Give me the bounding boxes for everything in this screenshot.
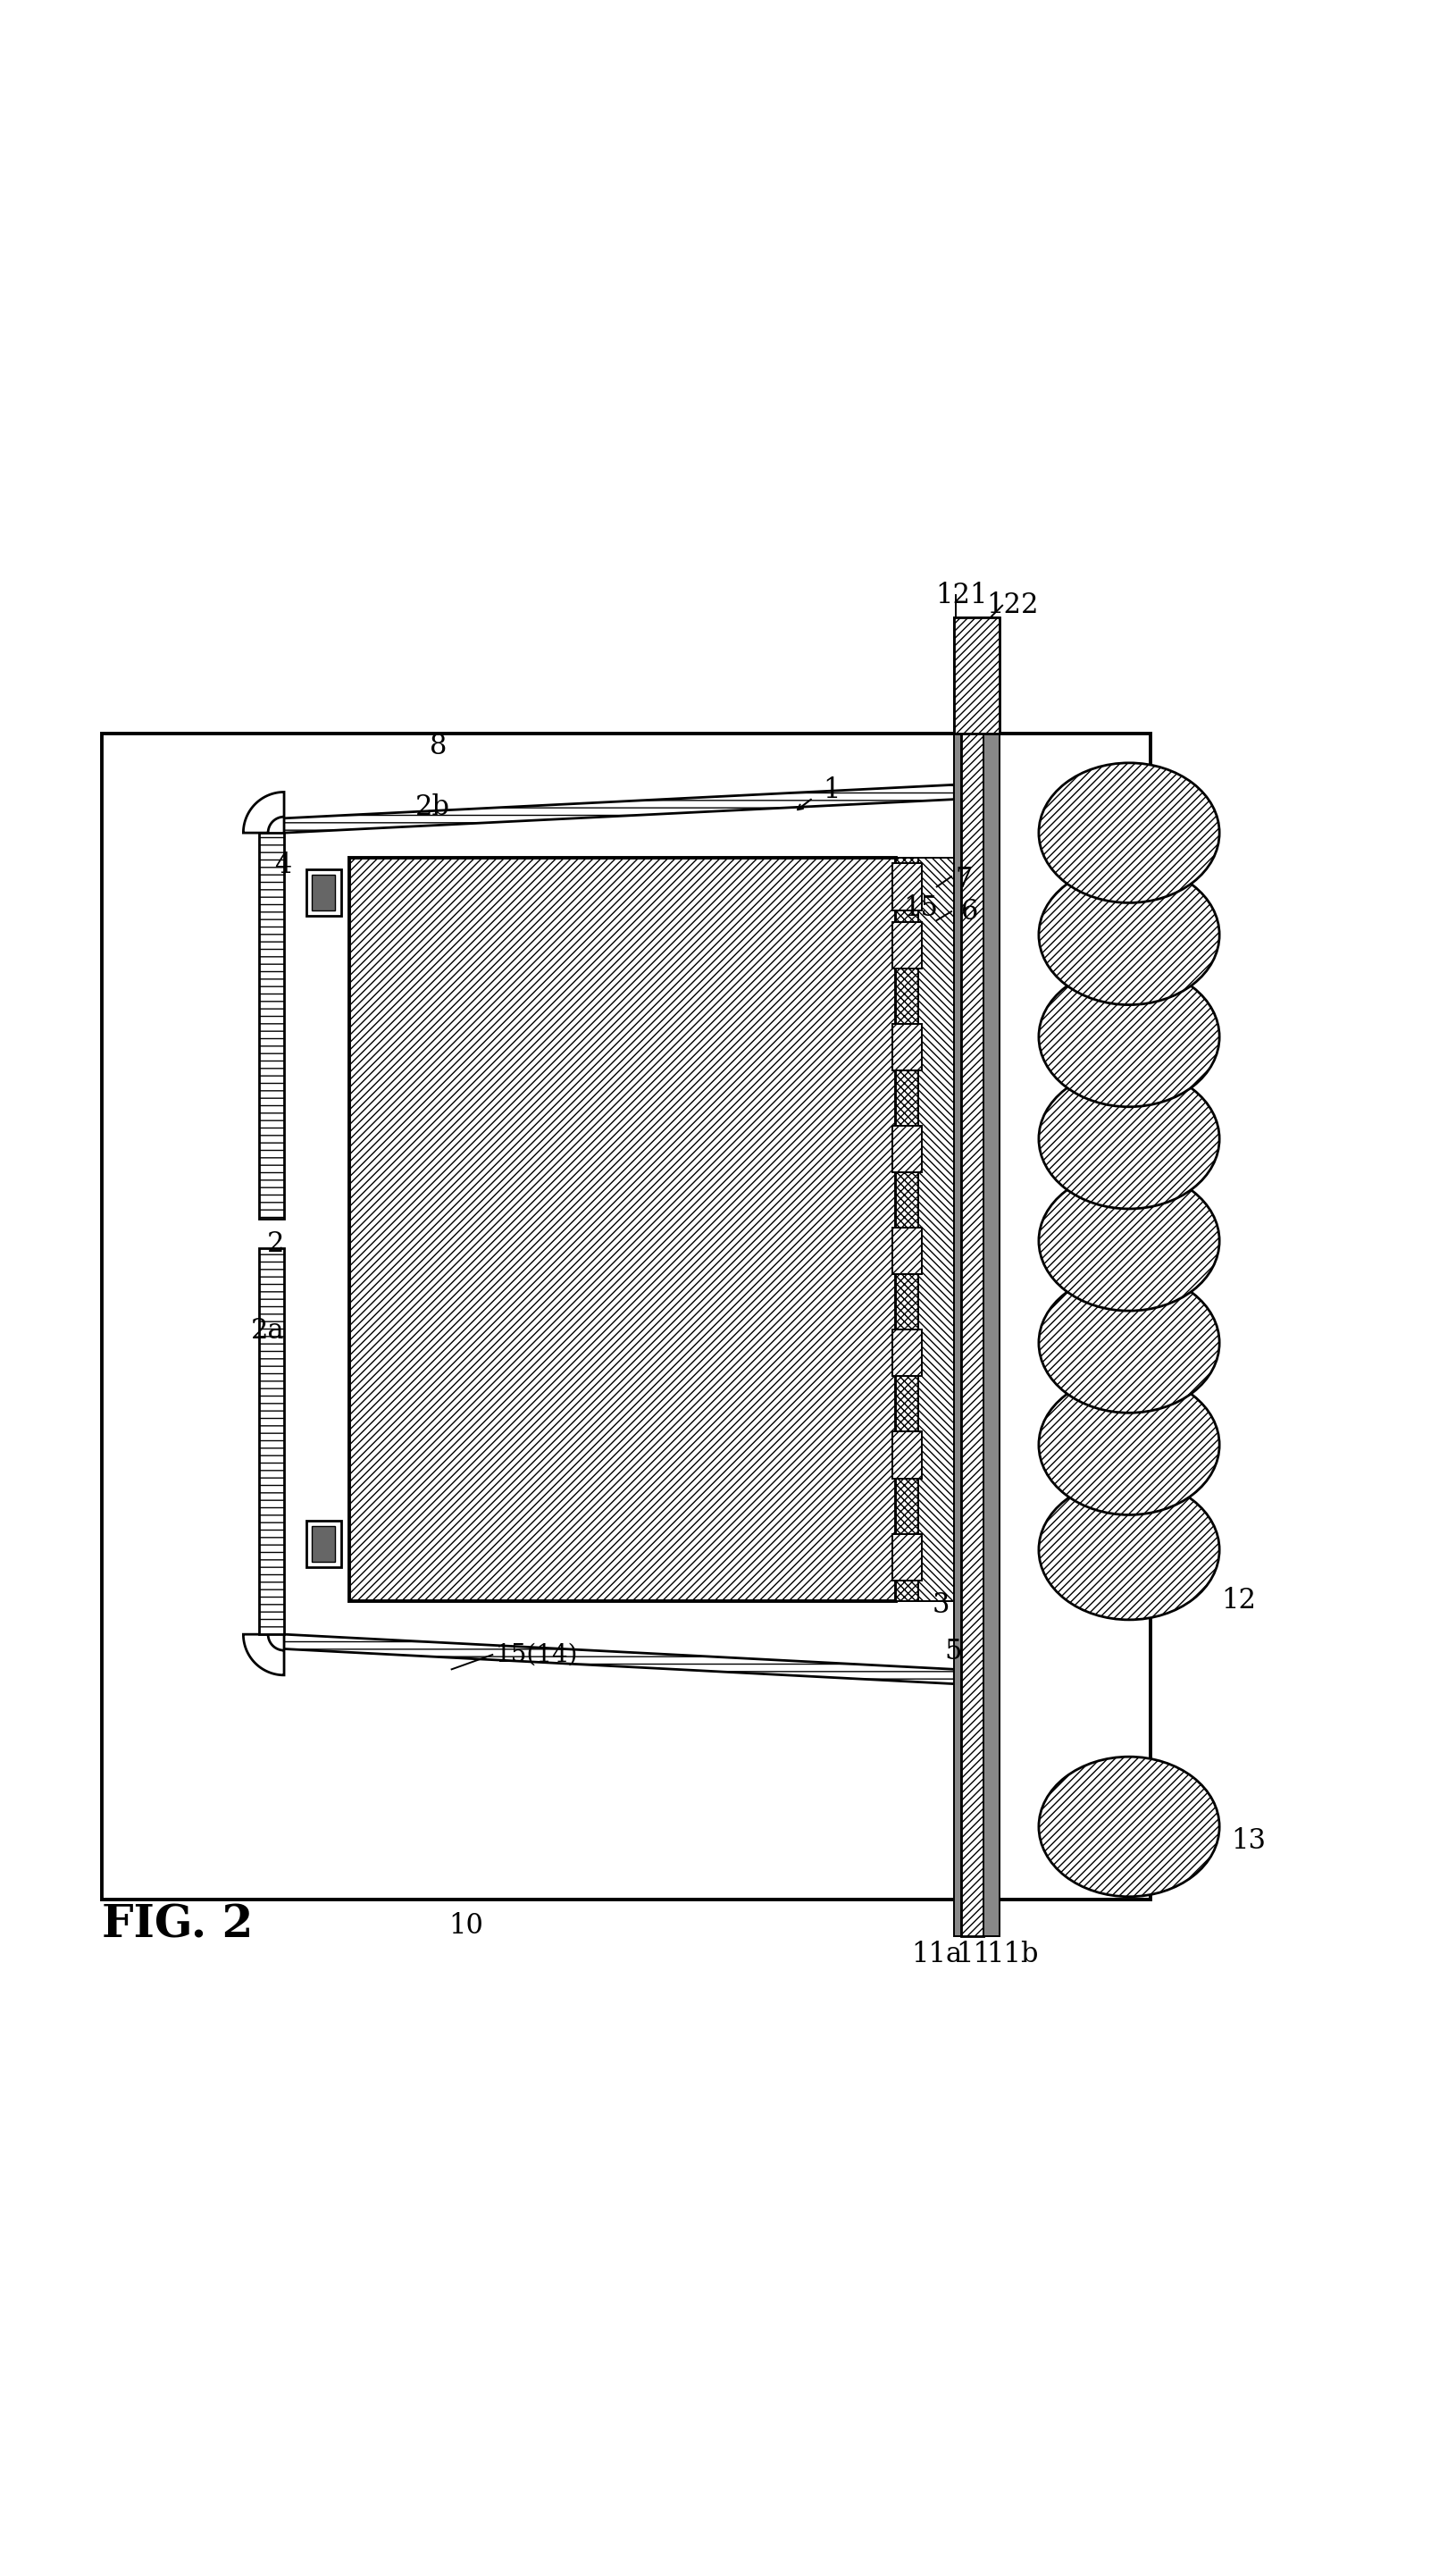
Bar bbox=[306, 1522, 341, 1568]
Bar bbox=[306, 870, 341, 917]
Ellipse shape bbox=[1038, 865, 1219, 1004]
Bar bbox=[961, 618, 983, 1936]
Ellipse shape bbox=[1038, 1069, 1219, 1208]
Bar bbox=[312, 1527, 335, 1560]
Bar bbox=[891, 1125, 922, 1172]
Text: 2a: 2a bbox=[250, 1318, 284, 1344]
Text: 2b: 2b bbox=[415, 793, 450, 821]
Bar bbox=[349, 857, 895, 1602]
Polygon shape bbox=[284, 785, 954, 832]
Bar bbox=[891, 1228, 922, 1275]
Text: 7: 7 bbox=[955, 865, 973, 894]
Text: 5: 5 bbox=[943, 1638, 961, 1666]
Ellipse shape bbox=[1038, 966, 1219, 1107]
Bar bbox=[102, 734, 1150, 1900]
Text: 10: 10 bbox=[448, 1911, 483, 1939]
Text: 13: 13 bbox=[1230, 1828, 1265, 1854]
Bar bbox=[891, 1535, 922, 1581]
Bar bbox=[983, 618, 999, 1936]
Bar bbox=[259, 832, 284, 1218]
Text: 11: 11 bbox=[955, 1942, 990, 1970]
Text: 3: 3 bbox=[932, 1591, 949, 1620]
Bar bbox=[954, 618, 961, 1936]
Text: 8: 8 bbox=[430, 731, 447, 760]
Bar bbox=[891, 863, 922, 909]
Ellipse shape bbox=[1038, 762, 1219, 904]
Text: 6: 6 bbox=[961, 899, 978, 924]
Bar bbox=[312, 876, 335, 909]
Text: 12: 12 bbox=[1220, 1586, 1255, 1615]
Polygon shape bbox=[284, 1635, 954, 1684]
Ellipse shape bbox=[1038, 1172, 1219, 1311]
Ellipse shape bbox=[1038, 1756, 1219, 1898]
Text: 15(14): 15(14) bbox=[495, 1643, 578, 1666]
Text: 121: 121 bbox=[935, 582, 987, 610]
Polygon shape bbox=[243, 1635, 284, 1676]
Bar bbox=[895, 857, 917, 1602]
Text: 1: 1 bbox=[823, 775, 840, 803]
Bar bbox=[917, 857, 954, 1602]
Ellipse shape bbox=[1038, 1272, 1219, 1414]
Text: 11a: 11a bbox=[910, 1942, 962, 1970]
Bar bbox=[891, 1025, 922, 1071]
Bar bbox=[891, 922, 922, 968]
Text: 11b: 11b bbox=[986, 1942, 1038, 1970]
Bar bbox=[891, 1432, 922, 1478]
Ellipse shape bbox=[1038, 1375, 1219, 1514]
Bar bbox=[259, 1249, 284, 1635]
Polygon shape bbox=[243, 793, 284, 832]
Text: FIG. 2: FIG. 2 bbox=[102, 1903, 253, 1947]
Ellipse shape bbox=[1038, 1481, 1219, 1620]
Text: 2: 2 bbox=[266, 1231, 284, 1257]
Bar bbox=[954, 618, 999, 734]
Text: 4: 4 bbox=[274, 852, 291, 878]
Text: 15: 15 bbox=[903, 894, 938, 922]
Bar bbox=[891, 1329, 922, 1378]
Text: 122: 122 bbox=[986, 592, 1038, 621]
